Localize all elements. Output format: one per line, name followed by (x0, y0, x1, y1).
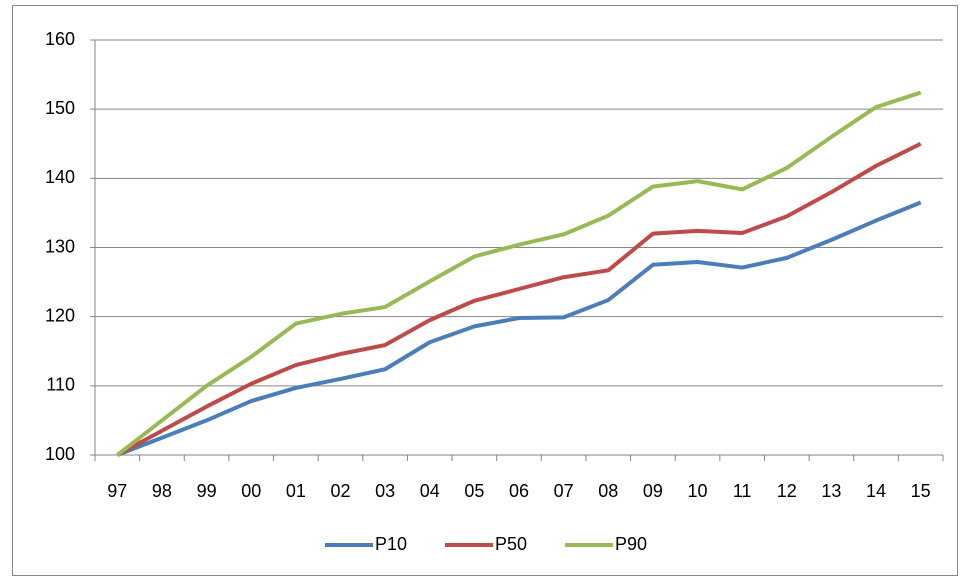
x-tick-label: 15 (911, 481, 931, 501)
series-line (116, 200, 922, 457)
x-tick-label: 09 (643, 481, 663, 501)
x-tick-label: 10 (688, 481, 708, 501)
x-tick-label: 08 (598, 481, 618, 501)
x-tick-label: 04 (420, 481, 440, 501)
x-tick-label: 13 (821, 481, 841, 501)
legend-label: P90 (615, 534, 647, 554)
y-tick-label: 150 (45, 98, 75, 118)
x-tick-label: 02 (330, 481, 350, 501)
y-tick-label: 160 (45, 29, 75, 49)
x-tick-label: 07 (554, 481, 574, 501)
y-tick-label: 100 (45, 444, 75, 464)
series-line (116, 141, 922, 457)
y-tick-label: 130 (45, 236, 75, 256)
series-line (116, 90, 922, 457)
x-tick-label: 05 (464, 481, 484, 501)
x-tick-label: 00 (241, 481, 261, 501)
y-tick-label: 110 (46, 375, 75, 395)
x-tick-label: 97 (107, 481, 127, 501)
x-tick-label: 12 (777, 481, 797, 501)
legend-label: P10 (375, 534, 407, 554)
x-tick-label: 11 (733, 481, 752, 501)
x-tick-label: 98 (152, 481, 172, 501)
x-tick-label: 06 (509, 481, 529, 501)
x-tick-label: 03 (375, 481, 395, 501)
x-tick-label: 01 (286, 481, 306, 501)
y-tick-label: 120 (45, 305, 75, 325)
y-tick-label: 140 (45, 167, 75, 187)
legend-label: P50 (495, 534, 527, 554)
x-tick-label: 99 (197, 481, 217, 501)
chart-border (12, 5, 958, 576)
x-tick-label: 14 (866, 481, 886, 501)
